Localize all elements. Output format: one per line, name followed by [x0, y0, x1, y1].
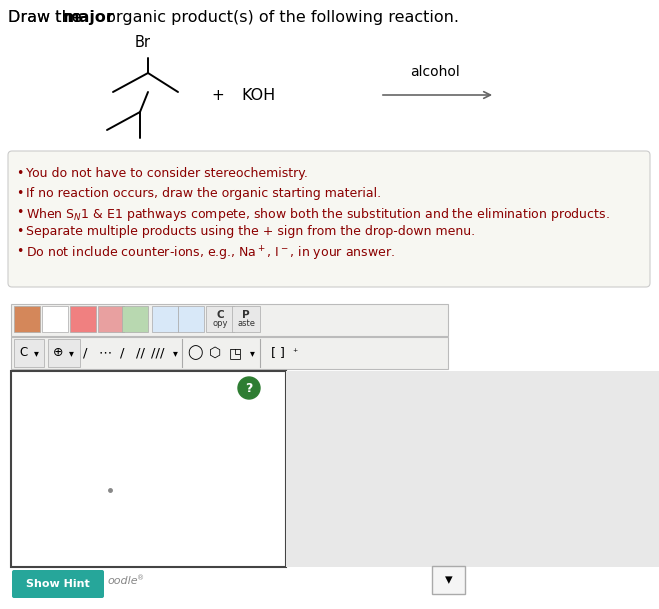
Bar: [48, 339, 80, 367]
Bar: [70, 306, 96, 332]
FancyBboxPatch shape: [8, 151, 650, 287]
Text: Draw the ​​​​​​​major organic product(s) of the following reaction.: Draw the ​​​​​​​major organic product(s)…: [8, 10, 491, 25]
Text: Do not include counter-ions, e.g., Na$^+$, I$^-$, in your answer.: Do not include counter-ions, e.g., Na$^+…: [26, 245, 395, 263]
FancyBboxPatch shape: [12, 570, 104, 598]
Text: Br: Br: [135, 35, 151, 50]
Text: +: +: [212, 88, 224, 102]
Text: •: •: [16, 206, 23, 219]
Text: Separate multiple products using the + sign from the drop-down menu.: Separate multiple products using the + s…: [26, 225, 475, 239]
Text: •: •: [16, 245, 23, 258]
Text: P: P: [243, 310, 250, 320]
Text: KOH: KOH: [241, 88, 275, 102]
Text: oodle: oodle: [107, 576, 138, 586]
Bar: [152, 306, 178, 332]
Bar: [206, 306, 234, 332]
Text: ®: ®: [137, 575, 144, 581]
Circle shape: [238, 377, 260, 399]
Text: ⋯: ⋯: [98, 347, 111, 359]
Text: aste: aste: [237, 320, 255, 328]
Text: organic product(s) of the following reaction.: organic product(s) of the following reac…: [101, 10, 459, 25]
Text: //: //: [136, 347, 144, 359]
Text: ▾: ▾: [445, 572, 452, 588]
Text: ▾: ▾: [34, 348, 38, 358]
Text: ▾: ▾: [69, 348, 73, 358]
Text: •: •: [16, 186, 23, 200]
Text: Draw the: Draw the: [8, 10, 87, 25]
Text: ◳: ◳: [229, 346, 242, 360]
Text: [ ]: [ ]: [271, 347, 285, 359]
Text: ⁺: ⁺: [293, 348, 298, 358]
Text: Draw the: Draw the: [8, 10, 87, 25]
Text: C: C: [216, 310, 224, 320]
Text: ▾: ▾: [250, 348, 254, 358]
Text: /: /: [120, 347, 125, 359]
Text: major: major: [63, 10, 115, 25]
Text: ⊕: ⊕: [53, 347, 63, 359]
Text: •: •: [16, 167, 23, 180]
Bar: [14, 339, 44, 367]
Bar: [11, 371, 286, 567]
Bar: [178, 306, 204, 332]
Text: ⬡: ⬡: [209, 346, 221, 360]
Bar: [286, 371, 659, 567]
Bar: [232, 306, 260, 332]
Text: opy: opy: [212, 320, 228, 328]
Text: You do not have to consider stereochemistry.: You do not have to consider stereochemis…: [26, 167, 308, 180]
Text: Show Hint: Show Hint: [26, 579, 90, 589]
Bar: [11, 337, 448, 369]
Text: ///: ///: [152, 347, 165, 359]
Text: C: C: [19, 347, 27, 359]
Bar: [122, 306, 148, 332]
Text: alcohol: alcohol: [410, 65, 460, 79]
Text: /: /: [83, 347, 87, 359]
Text: ▾: ▾: [173, 348, 177, 358]
Bar: [42, 306, 68, 332]
Text: ?: ?: [245, 381, 252, 395]
Text: If no reaction occurs, draw the organic starting material.: If no reaction occurs, draw the organic …: [26, 186, 381, 200]
Text: When S$_N$1 & E1 pathways compete, show both the substitution and the eliminatio: When S$_N$1 & E1 pathways compete, show …: [26, 206, 610, 223]
Bar: [98, 306, 124, 332]
Bar: [14, 306, 40, 332]
Bar: [11, 304, 448, 336]
Bar: [432, 566, 465, 594]
Text: •: •: [16, 225, 23, 239]
Text: ◯: ◯: [187, 346, 203, 361]
